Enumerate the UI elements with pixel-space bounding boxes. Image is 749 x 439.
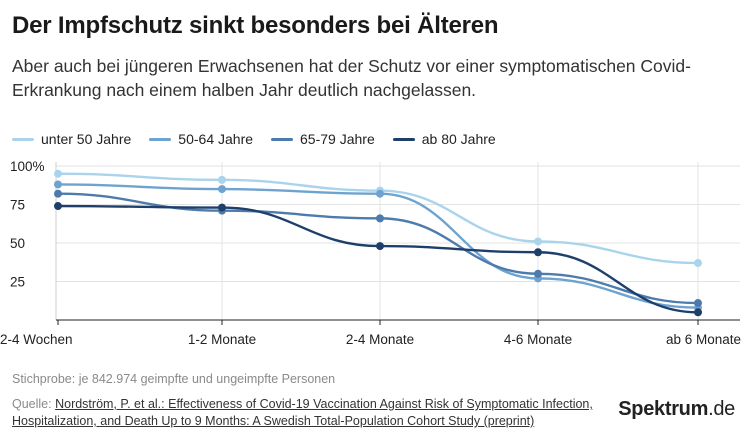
brand-logo: Spektrum.de xyxy=(618,398,735,421)
data-point xyxy=(376,242,384,251)
legend-label: 50-64 Jahre xyxy=(178,131,254,147)
data-point xyxy=(534,237,542,246)
brand-tld: .de xyxy=(708,398,735,420)
series-line-3 xyxy=(56,204,700,314)
data-point xyxy=(376,214,384,223)
data-point xyxy=(694,299,702,308)
legend-item-under-50: unter 50 Jahre xyxy=(12,131,131,147)
sample-note: Stichprobe: je 842.974 geimpfte und unge… xyxy=(12,372,336,386)
chart-title: Der Impfschutz sinkt besonders bei Älter… xyxy=(12,12,499,39)
data-point xyxy=(54,180,62,189)
legend-swatch xyxy=(12,137,34,141)
chart-subtitle: Aber auch bei jüngeren Erwachsenen hat d… xyxy=(12,56,691,100)
x-tick-label: 4-6 Monate xyxy=(504,332,572,347)
brand-name: Spektrum xyxy=(618,398,709,420)
series-line-1 xyxy=(56,183,700,309)
data-point xyxy=(54,189,62,198)
y-tick-label: 25 xyxy=(10,275,25,290)
legend: unter 50 Jahre 50-64 Jahre 65-79 Jahre a… xyxy=(12,131,496,147)
legend-label: unter 50 Jahre xyxy=(41,131,132,147)
source-link[interactable]: Nordström, P. et al.: Effectiveness of C… xyxy=(12,397,593,428)
data-point xyxy=(218,203,226,212)
data-point xyxy=(54,202,62,211)
legend-swatch xyxy=(271,137,294,141)
x-tick-label: 2-4 Wochen xyxy=(0,332,73,347)
legend-item-50-64: 50-64 Jahre xyxy=(149,131,253,147)
x-tick-label: 1-2 Monate xyxy=(188,332,256,347)
y-tick-label: 100% xyxy=(10,159,45,174)
data-point xyxy=(376,189,384,198)
legend-swatch xyxy=(149,137,172,141)
data-point xyxy=(54,169,62,178)
legend-item-65-79: 65-79 Jahre xyxy=(271,131,375,147)
data-point xyxy=(694,259,702,268)
y-tick-label: 75 xyxy=(10,198,25,213)
data-point xyxy=(218,175,226,184)
y-tick-label: 50 xyxy=(10,236,25,251)
legend-swatch xyxy=(392,137,415,141)
data-point xyxy=(534,248,542,257)
legend-item-80-plus: ab 80 Jahre xyxy=(392,131,496,147)
line-chart: 25 50 75 100% 2-4 Wochen 1-2 Monate 2-4 Monate… xyxy=(0,159,741,347)
data-point xyxy=(218,185,226,194)
legend-label: 65-79 Jahre xyxy=(300,131,375,147)
x-tick-label: ab 6 Monate xyxy=(666,332,741,347)
source-label: Quelle: xyxy=(12,397,56,411)
source-note: Quelle: Nordström, P. et al.: Effectiven… xyxy=(12,396,612,430)
legend-label: ab 80 Jahre xyxy=(421,131,496,147)
data-point xyxy=(694,308,702,317)
data-point xyxy=(534,269,542,278)
x-tick-label: 2-4 Monate xyxy=(346,332,414,347)
